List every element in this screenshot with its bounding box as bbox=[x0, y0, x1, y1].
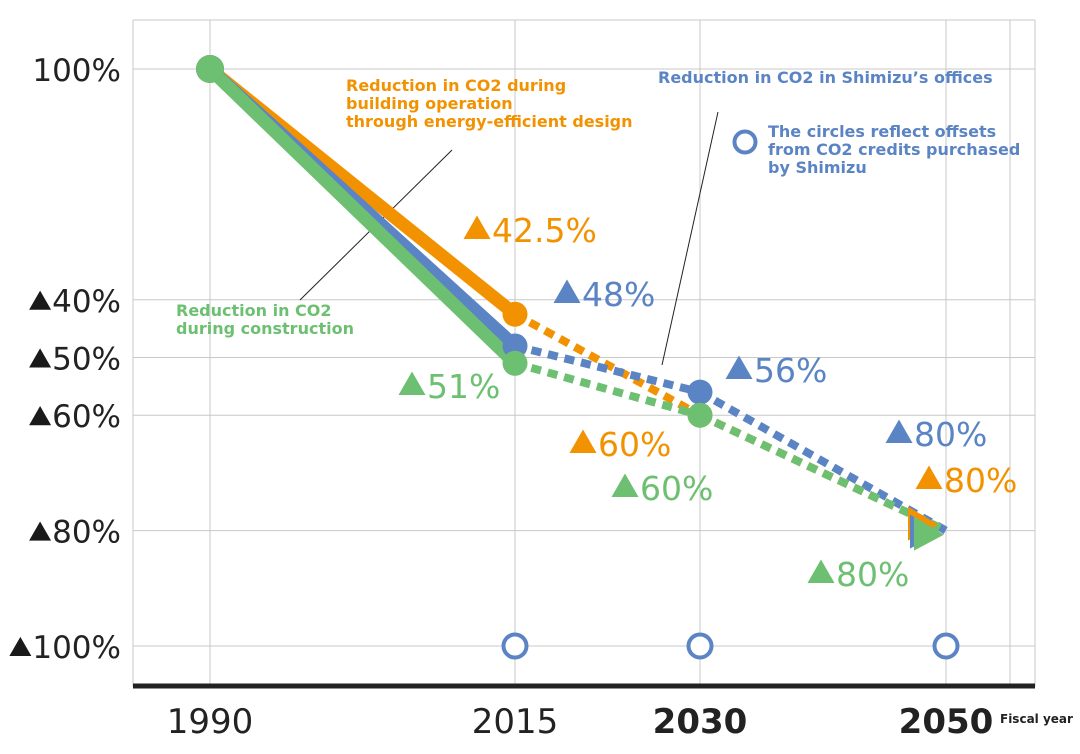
data-point-green-2030 bbox=[687, 402, 713, 428]
offset-circles bbox=[501, 632, 960, 660]
y-tick-label: 60% bbox=[52, 399, 121, 435]
data-label-green-2015: 51% bbox=[398, 367, 500, 406]
triangle-marker-icon bbox=[553, 279, 581, 303]
x-axis-label: Fiscal year bbox=[1000, 712, 1073, 726]
data-label-text: 42.5% bbox=[492, 211, 597, 250]
triangle-marker-icon bbox=[611, 473, 639, 497]
x-tick-label: 2050 bbox=[899, 702, 994, 742]
y-tick-label: 80% bbox=[52, 515, 121, 551]
triangle-marker-icon bbox=[885, 419, 913, 443]
triangle-marker-icon bbox=[29, 348, 52, 368]
y-tick: 40% bbox=[29, 284, 121, 320]
y-tick: 60% bbox=[29, 399, 121, 435]
triangle-marker-icon bbox=[29, 406, 52, 426]
data-label-text: 51% bbox=[427, 367, 500, 406]
y-tick-label: 100% bbox=[32, 630, 121, 666]
data-point-green-2015 bbox=[502, 350, 528, 376]
data-label-green-2030: 60% bbox=[611, 469, 713, 508]
offset-circle-icon bbox=[686, 632, 714, 660]
triangle-marker-icon bbox=[29, 290, 52, 310]
data-label-blue-2050: 80% bbox=[885, 415, 987, 454]
y-tick: 100% bbox=[9, 630, 121, 666]
data-label-orange-2030: 60% bbox=[569, 425, 671, 464]
triangle-marker-icon bbox=[463, 215, 491, 239]
data-label-text: 60% bbox=[598, 425, 671, 464]
leader-line-blue bbox=[661, 111, 719, 366]
annotation-circles: The circles reflect offsets from CO2 cred… bbox=[768, 122, 1020, 177]
annotation-orange: Reduction in CO2 during building operatio… bbox=[346, 76, 633, 131]
triangle-marker-icon bbox=[398, 371, 426, 395]
data-label-text: 60% bbox=[640, 469, 713, 508]
y-tick-label: 50% bbox=[52, 342, 121, 378]
offset-circle-icon bbox=[501, 632, 529, 660]
y-tick-label: 40% bbox=[52, 284, 121, 320]
data-label-blue-2030: 56% bbox=[725, 351, 827, 390]
triangle-marker-icon bbox=[725, 355, 753, 379]
series-line-green-dotted bbox=[513, 359, 702, 420]
y-tick: 80% bbox=[29, 515, 121, 551]
annotation-blue: Reduction in CO2 in Shimizu’s offices bbox=[658, 68, 993, 87]
x-tick-label: 1990 bbox=[167, 702, 254, 742]
series-line-orange-dotted bbox=[513, 310, 702, 419]
series-points bbox=[196, 55, 944, 551]
data-point-blue-2015 bbox=[502, 333, 528, 359]
series-line-green-dotted bbox=[698, 411, 948, 535]
data-label-text: 80% bbox=[836, 555, 909, 594]
data-label-text: 48% bbox=[582, 275, 655, 314]
data-point-blue-2030 bbox=[687, 379, 713, 405]
annotations: Reduction in CO2 during building operatio… bbox=[176, 68, 1020, 338]
data-label-text: 56% bbox=[754, 351, 827, 390]
series-line-blue-dotted bbox=[514, 342, 701, 397]
data-label-orange-2050: 80% bbox=[915, 461, 1017, 500]
triangle-marker-icon bbox=[569, 429, 597, 453]
x-tick-label: 2015 bbox=[472, 702, 559, 742]
y-tick-label: 100% bbox=[32, 53, 121, 89]
series-lines bbox=[203, 62, 948, 535]
annotation-green: Reduction in CO2 during construction bbox=[176, 301, 354, 338]
data-label-green-2050: 80% bbox=[807, 555, 909, 594]
data-label-text: 80% bbox=[944, 461, 1017, 500]
series-line-blue-dotted bbox=[698, 388, 948, 535]
data-label-text: 80% bbox=[914, 415, 987, 454]
offset-circle-icon bbox=[932, 632, 960, 660]
data-point-green-1990 bbox=[196, 55, 224, 83]
triangle-marker-icon bbox=[807, 559, 835, 583]
y-axis: 100% 40% 50% 60% 80% 100% bbox=[9, 53, 121, 666]
series-line-green-solid bbox=[203, 62, 522, 370]
circle-legend-icon bbox=[732, 129, 758, 155]
triangle-marker-icon bbox=[29, 521, 52, 541]
data-label-orange-2015: 42.5% bbox=[463, 211, 597, 250]
y-tick: 100% bbox=[32, 53, 121, 89]
x-axis: 1990 2015 2030 2050 Fiscal year bbox=[133, 683, 1073, 742]
triangle-marker-icon bbox=[915, 465, 943, 489]
data-point-orange-2015 bbox=[502, 301, 528, 327]
data-label-blue-2015: 48% bbox=[553, 275, 655, 314]
triangle-marker-icon bbox=[9, 636, 32, 656]
y-tick: 50% bbox=[29, 342, 121, 378]
data-labels: 42.5% 48% 51% 56% 60% 60% 80% 80% 80% bbox=[398, 211, 1017, 594]
data-point-green-2050 bbox=[914, 516, 944, 551]
x-tick-label: 2030 bbox=[653, 702, 748, 742]
